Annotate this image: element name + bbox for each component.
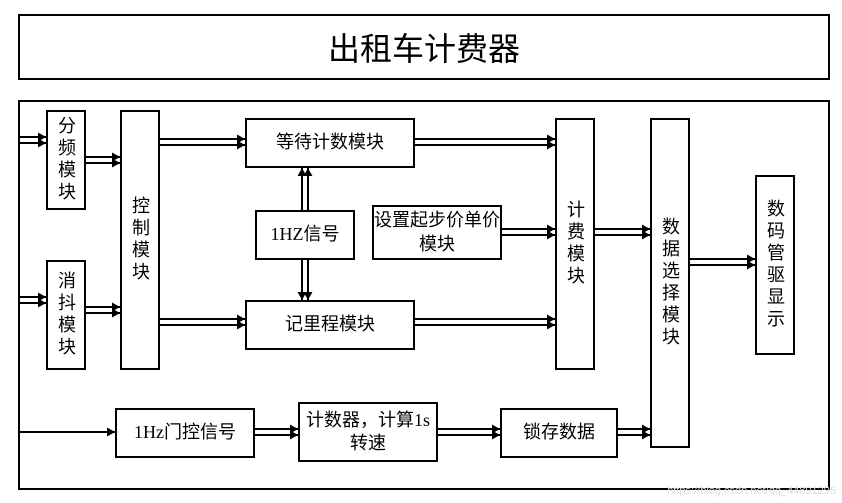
label: 计费模块 <box>562 200 588 288</box>
node-odometer: 记里程模块 <box>245 300 415 350</box>
node-latch: 锁存数据 <box>500 408 618 458</box>
label: 计数器，计算1s转速 <box>300 409 436 456</box>
node-signal-1hz: 1HZ信号 <box>255 210 355 260</box>
node-counter: 计数器，计算1s转速 <box>298 402 438 462</box>
label: 记里程模块 <box>285 313 375 336</box>
node-wait-count: 等待计数模块 <box>245 118 415 168</box>
label: 1HZ信号 <box>271 223 340 246</box>
label: 控制模块 <box>127 196 153 284</box>
label: 等待计数模块 <box>276 131 384 154</box>
label: 消抖模块 <box>53 271 79 359</box>
diagram-canvas: 出租车计费器 分频模块 消抖模块 控制模块 等待计数模块 1HZ信号 设置起步价… <box>0 0 842 503</box>
label: 锁存数据 <box>523 421 595 444</box>
label: 数码管驱显示 <box>762 199 788 331</box>
node-debounce: 消抖模块 <box>46 260 86 370</box>
label: 设置起步价单价模块 <box>374 209 500 256</box>
node-display: 数码管驱显示 <box>755 175 795 355</box>
node-freq-div: 分频模块 <box>46 110 86 210</box>
label: 1Hz门控信号 <box>134 421 236 444</box>
node-data-sel: 数据选择模块 <box>650 118 690 448</box>
node-billing: 计费模块 <box>555 118 595 370</box>
node-price-set: 设置起步价单价模块 <box>372 205 502 260</box>
label: 数据选择模块 <box>657 217 683 349</box>
node-gate-1hz: 1Hz门控信号 <box>115 408 255 458</box>
watermark: https://blog.csdn.net/qq_44891295 <box>667 485 836 497</box>
label: 分频模块 <box>53 116 79 204</box>
node-control: 控制模块 <box>120 110 160 370</box>
